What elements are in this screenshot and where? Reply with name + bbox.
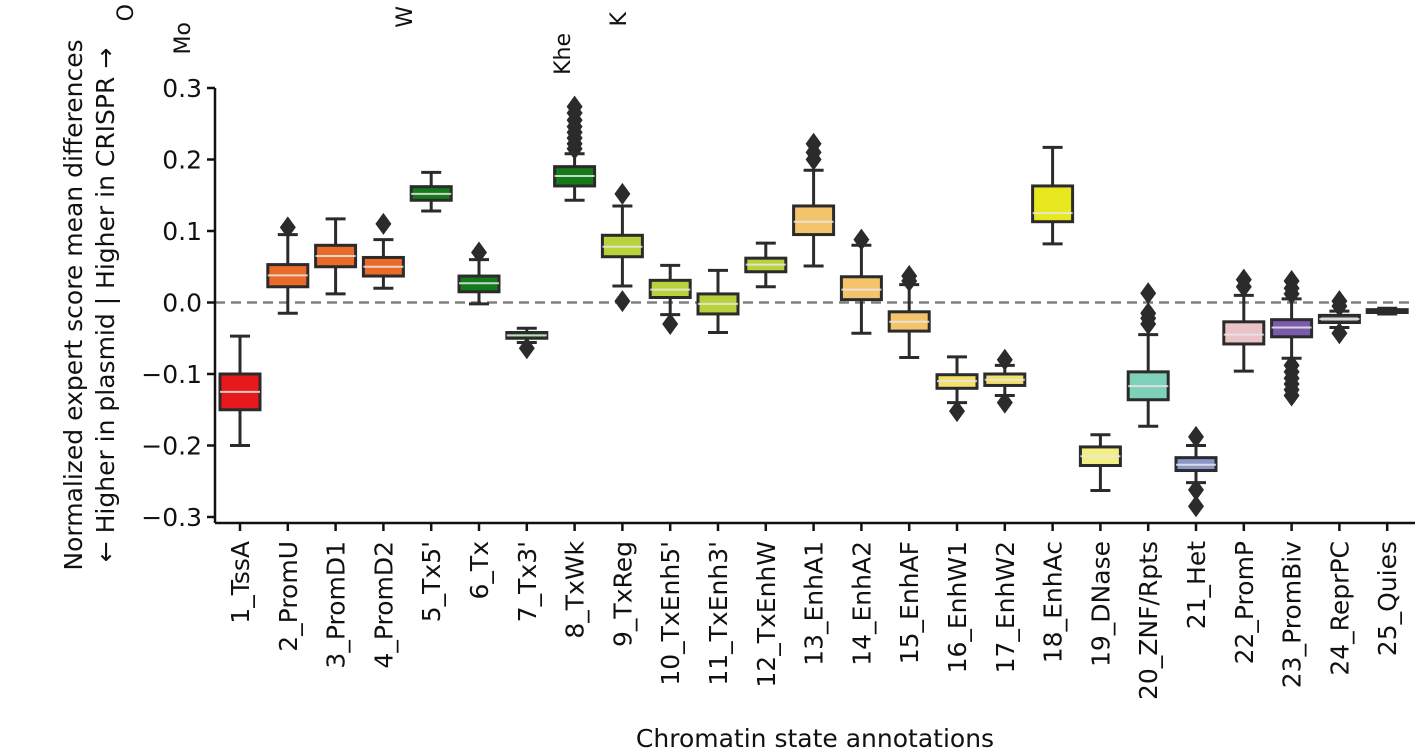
axes-group: 0.3 0.2 0.1 0.0 −0.1 −0.2 −0.3 1_TssA 2_PromU 3_P… — [141, 74, 1415, 700]
y-tick-label: 0.1 — [162, 217, 202, 246]
outlier-point — [566, 95, 583, 118]
box-23_PromBiv — [1270, 270, 1314, 407]
outlier-point — [662, 312, 679, 335]
outlier-point — [901, 265, 918, 288]
x-tick-label-5_Tx5': 5_Tx5' — [417, 541, 446, 622]
box-2_PromU — [266, 216, 310, 315]
outlier-point — [518, 337, 535, 360]
iqr-box — [792, 204, 836, 237]
x-tick-label-12_TxEnhW: 12_TxEnhW — [752, 541, 781, 688]
x-tick-label-16_EnhW1: 16_EnhW1 — [943, 541, 972, 673]
y-tick-label: 0.3 — [162, 74, 202, 103]
y-axis-label-line1: Normalized expert score mean differences — [59, 39, 88, 570]
outlier-point — [996, 348, 1013, 371]
x-tick-label-19_DNase: 19_DNase — [1086, 541, 1115, 667]
outlier-point — [1331, 322, 1348, 345]
box-21_Het — [1174, 425, 1218, 518]
box-1_TssA — [218, 334, 262, 447]
iqr-box — [1031, 184, 1075, 224]
box-6_Tx — [457, 241, 501, 306]
cropped-top-labels: O Mo W Khe K — [114, 4, 632, 75]
iqr-box — [839, 275, 883, 302]
x-tick-label-15_EnhAF: 15_EnhAF — [895, 541, 924, 664]
box-3_PromD1 — [314, 217, 358, 296]
x-tick-label-6_Tx: 6_Tx — [465, 541, 494, 599]
x-tick-label-25_Quies: 25_Quies — [1373, 541, 1402, 656]
boxes-group — [218, 95, 1409, 518]
y-tick-label: 0.0 — [162, 289, 202, 318]
box-24_ReprPC — [1317, 290, 1361, 345]
x-tick-label-24_ReprPC: 24_ReprPC — [1325, 541, 1354, 676]
outlier-point — [375, 212, 392, 235]
x-tick-label-3_PromD1: 3_PromD1 — [322, 541, 351, 669]
x-axis-label: Chromatin state annotations — [636, 724, 994, 750]
outlier-point — [614, 182, 631, 205]
box-20_ZNF/Rpts — [1126, 282, 1170, 428]
box-16_EnhW1 — [935, 355, 979, 423]
box-7_Tx3' — [505, 326, 549, 360]
outlier-point — [805, 132, 822, 155]
outlier-point — [1331, 290, 1348, 313]
x-tick-label-22_PromP: 22_PromP — [1230, 541, 1259, 664]
x-tick-label-7_Tx3': 7_Tx3' — [513, 541, 542, 622]
x-tick-label-17_EnhW2: 17_EnhW2 — [991, 541, 1020, 673]
top-label-2: W — [393, 6, 418, 28]
x-tick-label-13_EnhA1: 13_EnhA1 — [800, 541, 829, 666]
outlier-point — [853, 228, 870, 251]
y-tick-label: −0.3 — [141, 503, 202, 532]
box-13_EnhA1 — [792, 132, 836, 268]
y-tick-label: 0.2 — [162, 146, 202, 175]
outlier-point — [279, 216, 296, 239]
box-15_EnhAF — [887, 265, 931, 360]
x-tick-label-9_TxReg: 9_TxReg — [608, 541, 637, 647]
box-25_Quies — [1365, 306, 1409, 316]
box-17_EnhW2 — [983, 348, 1027, 414]
top-label-3: Khe — [551, 33, 576, 75]
x-tick-label-11_TxEnh3': 11_TxEnh3' — [704, 541, 733, 686]
x-tick-label-21_Het: 21_Het — [1182, 541, 1211, 629]
x-tick-label-8_TxWk: 8_TxWk — [561, 540, 590, 638]
x-tick-label-2_PromU: 2_PromU — [274, 541, 303, 652]
box-11_TxEnh3' — [696, 268, 740, 335]
outlier-point — [1140, 302, 1157, 325]
x-tick-label-10_TxEnh5': 10_TxEnh5' — [656, 541, 685, 686]
box-18_EnhAc — [1031, 145, 1075, 246]
outlier-point — [949, 400, 965, 423]
x-tick-label-1_TssA: 1_TssA — [226, 541, 255, 624]
outlier-point — [1188, 495, 1204, 518]
y-tick-label: −0.1 — [141, 360, 202, 389]
outlier-point — [1283, 384, 1300, 407]
y-axis-label-line2: ← Higher in plasmid | Higher in CRISPR → — [91, 48, 120, 563]
outlier-point — [471, 241, 487, 264]
outlier-point — [1235, 268, 1252, 291]
box-5_Tx5' — [409, 170, 453, 213]
x-tick-label-18_EnhAc: 18_EnhAc — [1039, 541, 1068, 663]
top-label-4: K — [607, 11, 632, 26]
outlier-point — [1188, 425, 1204, 448]
outlier-point — [614, 290, 631, 313]
outlier-point — [1283, 270, 1300, 293]
top-label-0: O — [114, 4, 139, 21]
box-4_PromD2 — [361, 212, 405, 290]
iqr-box — [1222, 320, 1266, 346]
x-tick-label-14_EnhA2: 14_EnhA2 — [847, 541, 876, 666]
box-12_TxEnhW — [744, 241, 788, 289]
box-8_TxWk — [553, 95, 597, 202]
x-tick-label-20_ZNF/Rpts: 20_ZNF/Rpts — [1134, 541, 1163, 700]
outlier-point — [996, 391, 1013, 414]
outlier-point — [1140, 282, 1157, 305]
y-tick-label: −0.2 — [141, 432, 202, 461]
y-axis-label: Normalized expert score mean differences… — [59, 39, 120, 570]
box-14_EnhA2 — [839, 228, 883, 335]
top-label-1: Mo — [171, 22, 196, 54]
box-9_TxReg — [600, 182, 644, 313]
box-10_TxEnh5' — [648, 263, 692, 335]
outlier-point — [1188, 478, 1204, 501]
box-22_PromP — [1222, 268, 1266, 373]
x-tick-label-23_PromBiv: 23_PromBiv — [1278, 541, 1307, 688]
x-tick-label-4_PromD2: 4_PromD2 — [369, 541, 398, 669]
box-19_DNase — [1078, 433, 1122, 493]
